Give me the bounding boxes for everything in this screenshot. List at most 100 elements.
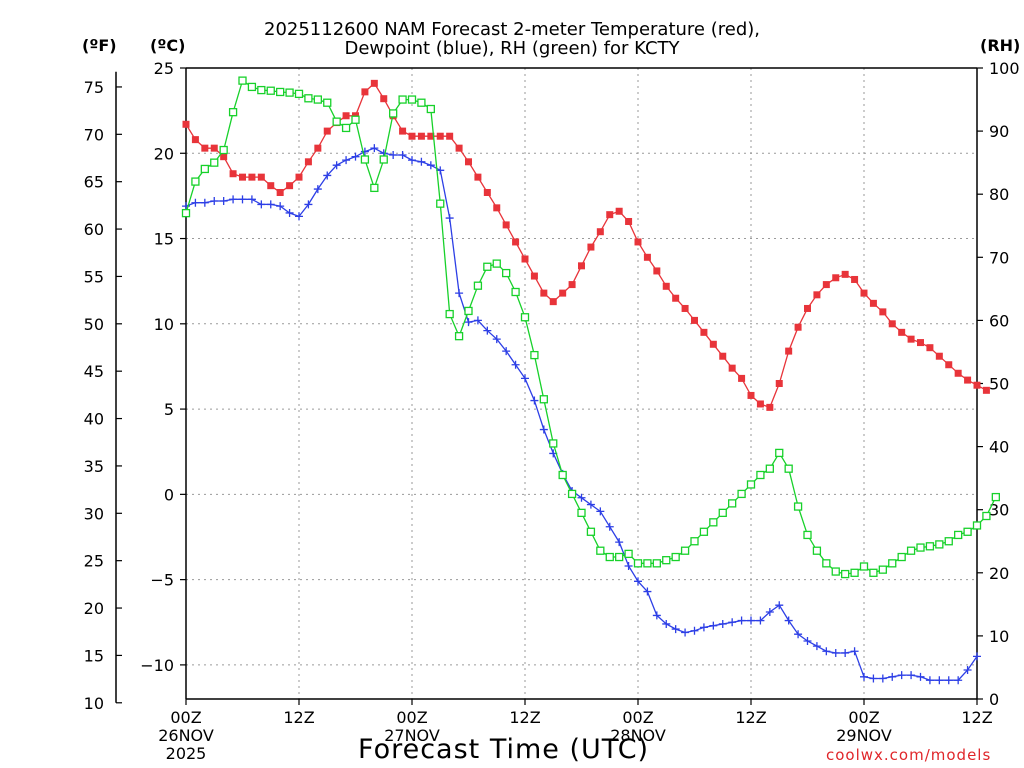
rh-point (982, 511, 991, 521)
dewpoint-point (878, 674, 887, 683)
temperature-point (530, 272, 538, 280)
dewpoint-point (709, 621, 718, 630)
temperature-point (634, 238, 642, 246)
dewpoint-point (907, 671, 916, 680)
dewpoint-point (417, 157, 426, 166)
dewpoint-point (276, 202, 285, 211)
x-tick-label: 00Z (622, 708, 653, 727)
fahrenheit-tick-label: 55 (84, 267, 104, 286)
dewpoint-point (888, 672, 897, 681)
rh-point (812, 546, 822, 555)
rh-point (784, 464, 793, 473)
temperature-point (502, 221, 510, 229)
rh-point (351, 115, 360, 124)
temperature-point (191, 136, 199, 144)
rh-point (746, 480, 756, 489)
temperature-point (201, 144, 209, 152)
x-tick-label: 28NOV (610, 726, 666, 745)
rh-tick-label: 60 (989, 311, 1009, 330)
temperature-point (926, 344, 934, 352)
dewpoint-point (266, 200, 275, 209)
dewpoint-point (634, 577, 642, 586)
series-layer (181, 76, 1000, 685)
rh-point (709, 518, 718, 527)
rh-point (520, 313, 530, 322)
rh-tick-label: 50 (989, 375, 1009, 394)
temperature-point (276, 188, 284, 196)
fahrenheit-unit-label: (ºF) (82, 36, 117, 55)
rh-point (304, 94, 313, 103)
rh-point (247, 82, 257, 92)
dewpoint-point (473, 316, 482, 325)
dewpoint-point (737, 616, 746, 625)
rh-point (266, 86, 275, 95)
celsius-tick-label: −10 (140, 656, 174, 675)
temperature-point (813, 291, 821, 299)
dewpoint-point (191, 198, 200, 207)
temperature-point (257, 173, 265, 181)
fahrenheit-tick-label: 15 (84, 646, 104, 665)
credit-link[interactable]: coolwx.com/models (826, 746, 992, 764)
dewpoint-point (530, 396, 539, 405)
dewpoint-point (285, 208, 294, 217)
temperature-point (841, 270, 849, 278)
rh-point (963, 527, 972, 536)
rh-point (191, 177, 200, 186)
rh-point (728, 499, 737, 508)
rh-point (370, 183, 379, 193)
rh-point (436, 199, 445, 208)
rh-point (323, 98, 332, 107)
rh-point (935, 540, 944, 549)
temperature-point (417, 132, 425, 140)
rh-point (878, 565, 887, 574)
temperature-point (700, 328, 708, 336)
fahrenheit-tick-label: 20 (84, 599, 104, 618)
temperature-point (210, 144, 218, 152)
temperature-point (643, 253, 651, 261)
dewpoint-point (521, 374, 529, 383)
rh-point (276, 87, 285, 97)
temperature-point (361, 88, 369, 96)
dewpoint-point (200, 198, 209, 207)
temperature-point (954, 369, 962, 377)
rh-point (407, 95, 417, 104)
fahrenheit-tick-label: 50 (84, 315, 104, 334)
dewpoint-point (662, 619, 671, 628)
rh-point (313, 95, 322, 104)
x-tick-label: 00Z (396, 708, 427, 727)
dewpoint-point (360, 147, 369, 156)
rh-point (841, 569, 850, 579)
rh-point (652, 559, 661, 568)
dewpoint-point (257, 200, 266, 209)
temperature-point (832, 274, 840, 282)
temperature-point (286, 182, 294, 190)
fahrenheit-tick-label: 35 (84, 457, 104, 476)
dewpoint-point (794, 630, 803, 639)
temperature-point (446, 132, 454, 140)
rh-point (483, 262, 492, 271)
temperature-point (625, 217, 633, 225)
rh-point (360, 155, 370, 164)
dewpoint-point (775, 601, 784, 610)
fahrenheit-tick-label: 65 (84, 173, 104, 192)
temperature-point (380, 95, 388, 103)
dewpoint-point (831, 648, 840, 657)
rh-point (718, 508, 727, 518)
dewpoint-point (313, 185, 322, 194)
dewpoint-point (699, 623, 708, 632)
fahrenheit-tick-label: 10 (84, 694, 104, 713)
celsius-tick-label: 10 (154, 315, 174, 334)
celsius-tick-label: −5 (150, 571, 174, 590)
rh-point (210, 158, 219, 167)
rh-point (181, 208, 191, 218)
rh-point (389, 109, 398, 118)
dewpoint-point (464, 318, 473, 327)
dewpoint-point (756, 616, 765, 625)
temperature-point (220, 153, 228, 161)
fahrenheit-tick-label: 45 (84, 362, 104, 381)
rh-tick-label: 20 (989, 564, 1009, 583)
dewpoint-point (728, 618, 737, 627)
rh-point (662, 556, 671, 565)
temperature-point (559, 289, 567, 297)
rh-point (417, 98, 426, 107)
